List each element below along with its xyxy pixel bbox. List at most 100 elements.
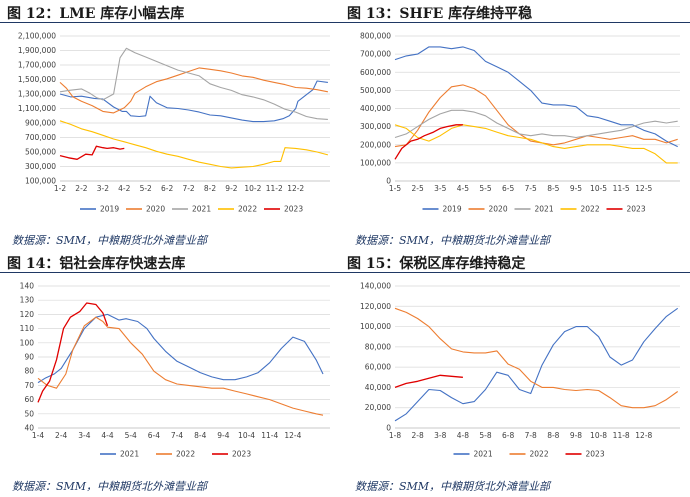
x-tick-label: 5-4 (125, 431, 137, 440)
y-tick-label: 0 (386, 177, 391, 186)
x-tick-label: 4-2 (118, 184, 130, 193)
x-tick-label: 10-5 (590, 184, 607, 193)
legend-label-2019: 2019 (443, 205, 462, 214)
x-tick-label: 10-4 (238, 431, 255, 440)
y-tick-label: 100,000 (360, 158, 391, 167)
shfe-inventory-chart: 0 100,000 200,000 300,000 400,000 500,000 600,… (360, 32, 680, 214)
header-bar-bottom: 图 14：铝社会库存快速去库 图 15：保税区库存维持稳定 (0, 250, 690, 273)
x-tick-label: 4-5 (457, 184, 469, 193)
source-note-shfe: 数据源：SMM，中粮期货北外滩营业部 (355, 234, 551, 247)
x-tick-label: 2-4 (55, 431, 67, 440)
legend-label-2020: 2020 (146, 205, 165, 214)
social-inventory-chart: 40 50 60 70 80 90 100 110 120 130 140 1-4 2-4 3-4 4-4 5… (20, 282, 330, 459)
chart-title-lme: 图 12：LME 库存小幅去库 (7, 6, 185, 22)
x-tick-label: 1-5 (389, 184, 401, 193)
y-tick-label: 70 (24, 381, 34, 390)
x-tick-label: 12-8 (635, 431, 652, 440)
y-tick-label: 1,500,000 (18, 75, 56, 84)
x-tick-label: 4-4 (101, 431, 113, 440)
series-line-2019 (394, 46, 678, 148)
legend-label-2021: 2021 (474, 450, 493, 459)
series-line-2023 (394, 124, 463, 160)
y-tick-label: 500,000 (360, 86, 391, 95)
y-tick-label: 60,000 (365, 363, 391, 372)
series-line-2022 (59, 120, 329, 169)
series-line-2023 (37, 302, 109, 403)
x-tick-label: 7-2 (182, 184, 194, 193)
x-tick-label: 8-4 (194, 431, 206, 440)
y-tick-label: 60 (24, 395, 34, 404)
source-note-social: 数据源：SMM，中粮期货北外滩营业部 (12, 480, 208, 493)
x-tick-label: 11-8 (613, 431, 630, 440)
y-tick-label: 140,000 (360, 282, 391, 291)
series-line-2020 (59, 67, 329, 114)
y-tick-label: 80,000 (365, 342, 391, 351)
y-tick-label: 600,000 (360, 68, 391, 77)
y-tick-label: 1,900,000 (18, 46, 56, 55)
y-tick-label: 50 (24, 409, 34, 418)
x-tick-label: 9-8 (570, 431, 582, 440)
series-line-2022 (37, 316, 324, 416)
legend-label-2022: 2022 (581, 205, 600, 214)
legend-label-2021: 2021 (120, 450, 139, 459)
series-line-2021 (394, 307, 679, 422)
x-tick-label: 8-8 (547, 431, 559, 440)
series-line-2021 (59, 47, 328, 120)
series-line-2022 (394, 124, 678, 164)
series-line-2019 (59, 80, 328, 123)
series-line-2020 (394, 84, 678, 148)
x-tick-label: 1-4 (32, 431, 44, 440)
x-tick-label: 10-8 (590, 431, 607, 440)
series-line-2022 (394, 307, 679, 409)
x-tick-label: 11-2 (266, 184, 283, 193)
bonded-inventory-chart: 0 20,000 40,000 60,000 80,000 100,000 120,000 1… (360, 282, 680, 459)
y-tick-label: 100,000 (25, 177, 56, 186)
y-tick-label: 90 (24, 353, 34, 362)
y-tick-label: 40,000 (365, 383, 391, 392)
lme-inventory-chart: 100,000 300,000 500,000 700,000 900,000 1,100… (18, 32, 330, 214)
x-tick-label: 1-8 (389, 431, 401, 440)
y-tick-label: 300,000 (360, 122, 391, 131)
series-line-2021 (394, 109, 678, 139)
x-tick-label: 11-4 (261, 431, 278, 440)
header-bar-top: 图 12：LME 库存小幅去库 图 13：SHFE 库存维持平稳 (0, 0, 690, 23)
source-note-bonded: 数据源：SMM，中粮期货北外滩营业部 (355, 480, 551, 493)
y-tick-label: 900,000 (25, 119, 56, 128)
x-tick-label: 3-5 (434, 184, 446, 193)
y-tick-label: 1,700,000 (18, 61, 56, 70)
legend-label-2023: 2023 (627, 205, 646, 214)
y-tick-label: 20,000 (365, 403, 391, 412)
y-tick-label: 100,000 (360, 322, 391, 331)
x-tick-label: 2-8 (411, 431, 423, 440)
x-tick-label: 5-8 (479, 431, 491, 440)
y-tick-label: 100 (20, 338, 35, 347)
legend-label-2023: 2023 (284, 205, 303, 214)
x-tick-label: 12-5 (635, 184, 652, 193)
y-tick-label: 1,100,000 (18, 104, 56, 113)
x-tick-label: 6-4 (148, 431, 160, 440)
x-tick-label: 4-8 (457, 431, 469, 440)
legend-label-2019: 2019 (100, 205, 119, 214)
x-tick-label: 8-5 (547, 184, 559, 193)
y-tick-label: 700,000 (360, 50, 391, 59)
series-line-2023 (59, 145, 125, 160)
y-tick-label: 1,300,000 (18, 90, 56, 99)
x-tick-label: 6-5 (502, 184, 514, 193)
legend-label-2022: 2022 (238, 205, 257, 214)
y-tick-label: 40 (24, 424, 34, 433)
y-tick-label: 120,000 (360, 302, 391, 311)
y-tick-label: 500,000 (25, 148, 56, 157)
chart-title-bonded: 图 15：保税区库存维持稳定 (347, 256, 526, 272)
x-tick-label: 9-5 (570, 184, 582, 193)
y-tick-label: 2,100,000 (18, 32, 56, 41)
legend-label-2021: 2021 (192, 205, 211, 214)
y-tick-label: 110 (20, 324, 35, 333)
x-tick-label: 6-2 (161, 184, 173, 193)
chart-title-social: 图 14：铝社会库存快速去库 (7, 256, 186, 272)
legend-label-2020: 2020 (489, 205, 508, 214)
x-tick-label: 12-2 (287, 184, 304, 193)
x-tick-label: 9-4 (217, 431, 229, 440)
x-tick-label: 6-8 (502, 431, 514, 440)
y-tick-label: 700,000 (25, 133, 56, 142)
legend-label-2023: 2023 (586, 450, 605, 459)
